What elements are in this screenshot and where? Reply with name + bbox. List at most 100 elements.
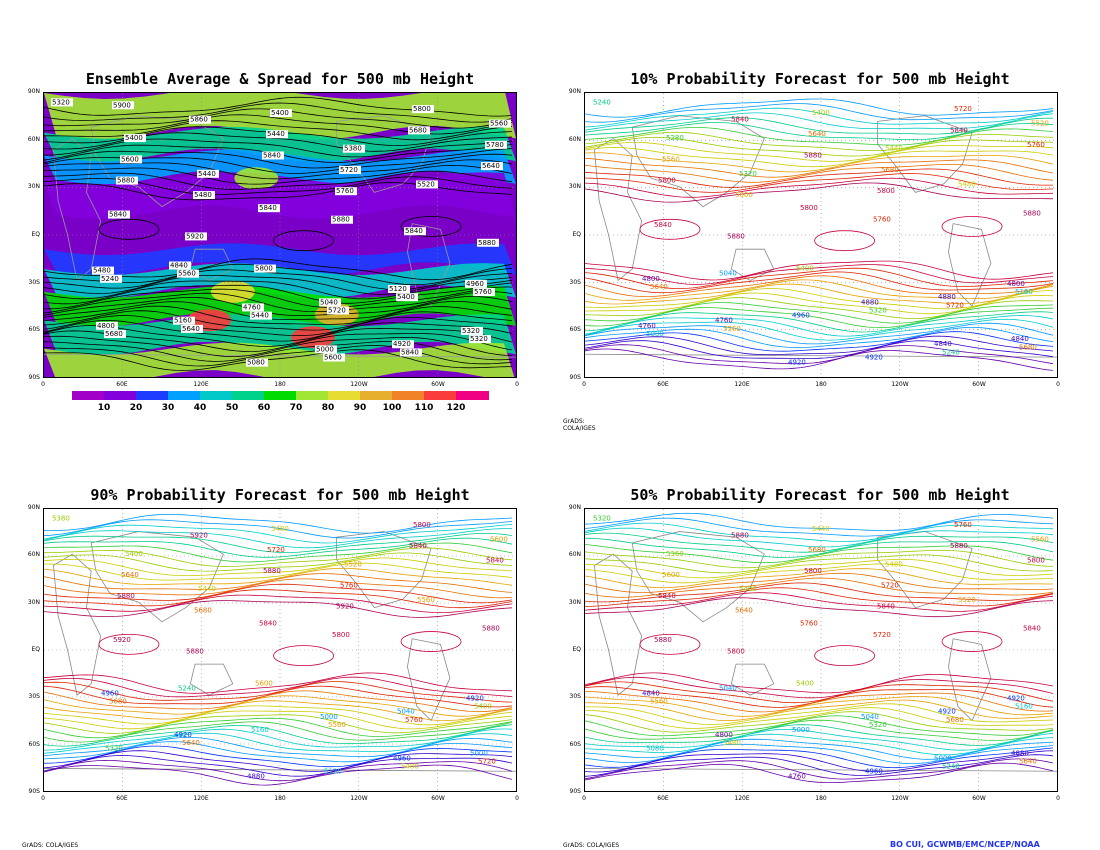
contour-line [585, 177, 1054, 198]
colorbar-label: 20 [129, 403, 143, 413]
contour-line [44, 170, 513, 190]
label-box [323, 353, 345, 362]
contour-label: 5880 [731, 532, 749, 540]
contour-line [44, 557, 513, 576]
contour-line [585, 107, 1054, 128]
lon-tick-label: 0 [582, 381, 586, 388]
contour-label: 5720 [946, 301, 964, 309]
colorbar-label: 50 [225, 403, 239, 413]
contour-label: 5880 [950, 542, 968, 550]
lat-tick-label: 30S [28, 693, 40, 701]
contour-line [44, 320, 513, 342]
contour-line [44, 695, 513, 717]
colorbar-label: 110 [414, 403, 434, 413]
contour-line [44, 681, 513, 703]
contour-label: 5800 [332, 631, 350, 639]
label-box [177, 269, 199, 278]
contour-label: 5840 [405, 227, 423, 235]
contour-label: 5760 [873, 216, 891, 224]
contour-line [585, 283, 1054, 305]
contour-label: 5080 [646, 744, 664, 752]
contour-label: 5800 [877, 187, 895, 195]
label-box [124, 134, 146, 143]
contour-label: 5760 [405, 716, 423, 724]
label-box [173, 316, 195, 325]
colorbar-swatch [104, 391, 137, 400]
contour-line [585, 331, 1054, 352]
contour-line [585, 597, 1054, 618]
contour-label: 5480 [271, 525, 289, 533]
contour-line [585, 147, 1054, 168]
contour-label: 5640 [182, 325, 200, 333]
contour-label: 4920 [865, 354, 883, 362]
contour-line [44, 164, 513, 185]
contour-label: 5800 [800, 204, 818, 212]
contour-loop [98, 218, 160, 240]
lat-tick-label: 30N [568, 183, 581, 191]
lon-tick-label: 60E [657, 381, 669, 388]
lon-tick-label: 180 [815, 795, 827, 802]
contour-line [44, 552, 513, 572]
contour-label: 5640 [182, 739, 200, 747]
color-bar: 10 20 30 40 50 60 70 80 90 100 110 120 [72, 391, 489, 415]
contour-line [44, 589, 513, 609]
label-box [416, 180, 438, 189]
lat-tick-label: 90N [568, 88, 581, 95]
contour-label: 5240 [593, 98, 611, 106]
contour-loop [98, 633, 160, 655]
contour-label: 5440 [198, 585, 216, 593]
contour-label: 5720 [478, 757, 496, 765]
contour-line [585, 157, 1054, 178]
contour-loop [941, 216, 1003, 237]
spread-band [44, 126, 516, 163]
colorbar-label: 70 [289, 403, 303, 413]
contour-label: 5920 [190, 532, 208, 540]
contour-line [585, 168, 1053, 188]
contour-label: 5800 [1027, 556, 1045, 564]
contour-line [585, 707, 1054, 729]
lon-tick-label: 120E [734, 795, 750, 802]
label-box [189, 115, 211, 124]
lat-tick-label: 90S [28, 788, 40, 795]
label-box [193, 191, 215, 200]
contour-line [585, 592, 1054, 612]
grads-credit-bottom-mid: GrADS: COLA/IGES [563, 842, 620, 849]
contour-line [585, 672, 1054, 694]
contour-line [585, 703, 1054, 726]
colorbar-swatch [136, 391, 169, 400]
lat-tick-label: EQ [31, 646, 40, 653]
contour-label: 5840 [654, 221, 672, 229]
label-box [258, 204, 280, 213]
contour-label: 5680 [881, 166, 899, 174]
contour-line [44, 524, 513, 544]
label-box [489, 119, 511, 128]
contour-label: 5400 [125, 550, 143, 558]
contour-line [44, 724, 513, 747]
lat-tick-label: 60N [27, 551, 40, 559]
grads-credit: GrADS: COLA/IGES [563, 418, 596, 432]
contour-line [44, 286, 513, 310]
contour-label: 5680 [409, 126, 427, 134]
colorbar-swatch [328, 391, 361, 400]
contour-label: 4920 [1007, 695, 1025, 703]
coastline [53, 553, 102, 696]
contour-line [44, 755, 513, 777]
contour-label: 4760 [638, 322, 656, 330]
contour-label: 5000 [316, 345, 334, 353]
contour-label: 5400 [271, 109, 289, 117]
contour-label: 5560 [650, 698, 668, 706]
contour-label: 5640 [1019, 757, 1037, 765]
contour-label: 5840 [486, 556, 504, 564]
contour-line [585, 267, 1054, 289]
lat-tick-label: 60S [28, 740, 40, 748]
coastline [594, 137, 643, 282]
lat-tick-label: EQ [31, 231, 40, 238]
colorbar-label: 40 [193, 403, 207, 413]
contour-line [585, 572, 1054, 593]
contour-line [44, 764, 513, 786]
spread-maximum [210, 280, 255, 303]
lon-tick-label: 0 [1056, 795, 1060, 802]
label-box [319, 298, 341, 307]
contour-label: 5520 [1031, 120, 1049, 128]
lat-tick-label: 60N [568, 551, 581, 559]
